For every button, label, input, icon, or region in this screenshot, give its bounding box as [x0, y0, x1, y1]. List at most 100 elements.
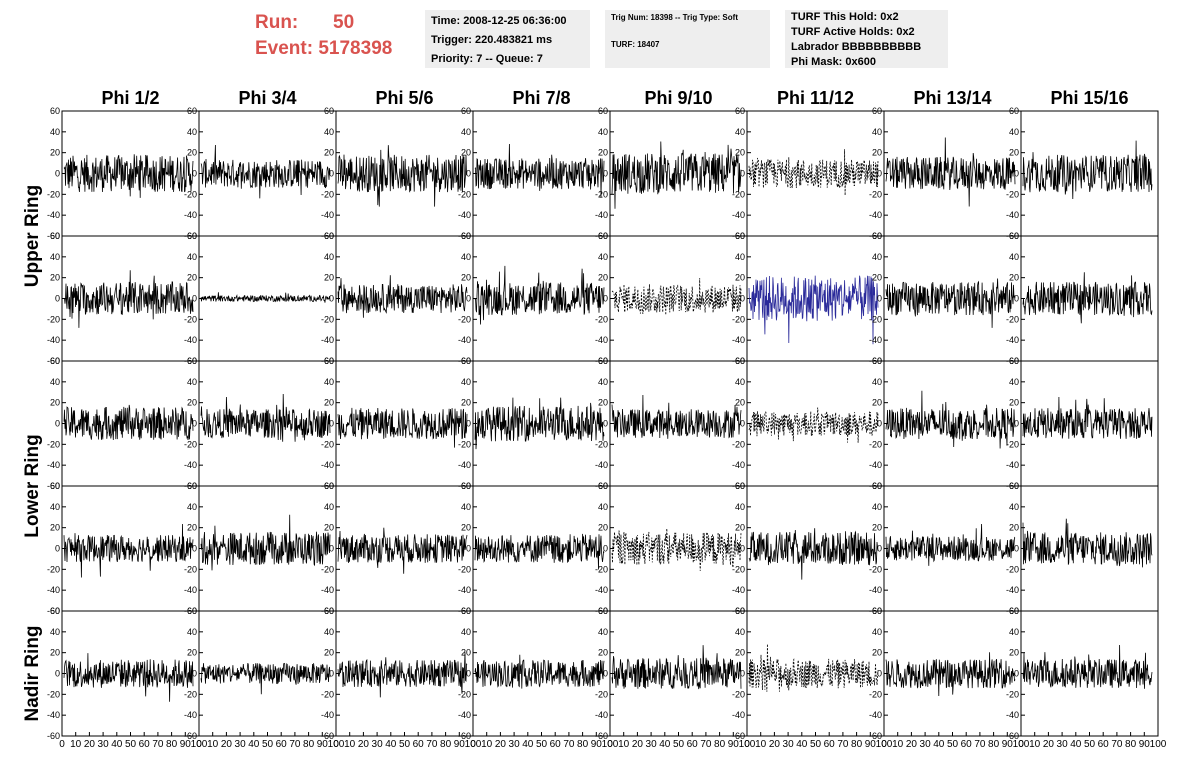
- event-label: Event:: [255, 38, 314, 59]
- x-tick-label: 40: [522, 739, 534, 750]
- x-tick-label: 100: [739, 739, 756, 750]
- x-tick-label: 90: [865, 739, 877, 750]
- y-tick-label: 60: [735, 356, 745, 366]
- y-tick-label: 60: [598, 356, 608, 366]
- x-tick-label: 20: [906, 739, 918, 750]
- x-tick-label: 0: [196, 739, 202, 750]
- x-tick-label: 10: [481, 739, 493, 750]
- panel-frame: [746, 235, 885, 362]
- y-tick-label: 0: [192, 419, 197, 429]
- trigger-text: Trigger: 220.483821 ms: [431, 34, 553, 46]
- y-tick-label: 0: [329, 169, 334, 179]
- y-tick-label: 0: [55, 419, 60, 429]
- waveform-trace: [63, 270, 194, 328]
- waveform-trace: [200, 292, 331, 303]
- run-event-header: Run: 50 Event: 5178398: [255, 10, 392, 62]
- waveform-trace: [474, 654, 605, 689]
- y-tick-label: 60: [598, 606, 608, 616]
- x-tick-label: 0: [470, 739, 476, 750]
- y-tick-label: -20: [184, 189, 197, 199]
- y-tick-label: 0: [329, 669, 334, 679]
- y-tick-label: -40: [869, 335, 882, 345]
- y-tick-label: 0: [192, 669, 197, 679]
- y-tick-label: -60: [869, 731, 882, 741]
- y-tick-label: 0: [740, 169, 745, 179]
- y-tick-label: -40: [1006, 210, 1019, 220]
- y-tick-label: 60: [50, 231, 60, 241]
- x-tick-label: 30: [372, 739, 384, 750]
- x-tick-label: 40: [933, 739, 945, 750]
- y-tick-label: -20: [869, 689, 882, 699]
- y-tick-label: 0: [1014, 169, 1019, 179]
- y-tick-label: 40: [324, 127, 334, 137]
- x-tick-label: 60: [961, 739, 973, 750]
- y-tick-label: 0: [329, 544, 334, 554]
- y-tick-label: -20: [184, 564, 197, 574]
- x-tick-label: 50: [125, 739, 137, 750]
- y-tick-label: 20: [598, 648, 608, 658]
- y-tick-label: -60: [184, 731, 197, 741]
- ring-label: Nadir Ring: [22, 625, 43, 721]
- x-tick-label: 80: [303, 739, 315, 750]
- waveform-trace: [337, 527, 468, 574]
- x-tick-label: 10: [344, 739, 356, 750]
- y-tick-label: -20: [869, 314, 882, 324]
- y-tick-label: 20: [735, 398, 745, 408]
- y-tick-label: 20: [598, 523, 608, 533]
- y-tick-label: 40: [461, 252, 471, 262]
- y-tick-label: 0: [192, 544, 197, 554]
- labrador-text: Labrador BBBBBBBBBB: [791, 41, 922, 53]
- turf-active-holds-text: TURF Active Holds: 0x2: [791, 26, 915, 38]
- column-header: Phi 1/2: [101, 88, 159, 108]
- y-tick-label: -40: [184, 585, 197, 595]
- y-tick-label: 0: [740, 294, 745, 304]
- y-tick-label: 20: [324, 148, 334, 158]
- column-header: Phi 5/6: [375, 88, 433, 108]
- x-tick-label: 0: [1018, 739, 1024, 750]
- y-tick-label: -40: [732, 460, 745, 470]
- y-tick-label: 60: [598, 481, 608, 491]
- x-tick-label: 90: [591, 739, 603, 750]
- y-tick-label: 20: [735, 523, 745, 533]
- priority-text: Priority: 7 -- Queue: 7: [431, 53, 543, 65]
- x-tick-label: 70: [974, 739, 986, 750]
- x-tick-label: 60: [687, 739, 699, 750]
- y-tick-label: 40: [598, 127, 608, 137]
- x-tick-label: 90: [1139, 739, 1151, 750]
- y-tick-label: -20: [184, 314, 197, 324]
- y-tick-label: -40: [595, 335, 608, 345]
- x-tick-label: 80: [714, 739, 726, 750]
- y-tick-label: 0: [55, 669, 60, 679]
- x-tick-label: 30: [98, 739, 110, 750]
- y-tick-label: -40: [1006, 710, 1019, 720]
- y-tick-label: 40: [50, 627, 60, 637]
- x-tick-label: 70: [700, 739, 712, 750]
- y-tick-label: 60: [735, 606, 745, 616]
- y-tick-label: 60: [1009, 481, 1019, 491]
- y-tick-label: 40: [735, 502, 745, 512]
- y-tick-label: 20: [187, 523, 197, 533]
- y-tick-label: 0: [466, 669, 471, 679]
- x-tick-label: 60: [413, 739, 425, 750]
- y-tick-label: -40: [732, 710, 745, 720]
- y-tick-label: 0: [603, 419, 608, 429]
- x-tick-label: 60: [276, 739, 288, 750]
- y-tick-label: 60: [461, 106, 471, 116]
- y-tick-label: -20: [732, 189, 745, 199]
- y-tick-label: 20: [324, 523, 334, 533]
- y-tick-label: 40: [872, 627, 882, 637]
- y-tick-label: 60: [872, 606, 882, 616]
- x-tick-label: 100: [1150, 739, 1167, 750]
- ring-label: Lower Ring: [22, 434, 43, 537]
- turf-count-text: TURF: 18407: [611, 40, 660, 49]
- y-tick-label: -60: [458, 731, 471, 741]
- column-header: Phi 9/10: [644, 88, 712, 108]
- y-tick-label: -40: [321, 460, 334, 470]
- y-tick-label: 20: [1009, 523, 1019, 533]
- y-tick-label: 60: [50, 106, 60, 116]
- x-tick-label: 20: [1043, 739, 1055, 750]
- y-tick-label: -60: [47, 356, 60, 366]
- y-tick-label: -20: [184, 689, 197, 699]
- y-tick-label: -60: [595, 731, 608, 741]
- waveform-trace: [885, 523, 1016, 566]
